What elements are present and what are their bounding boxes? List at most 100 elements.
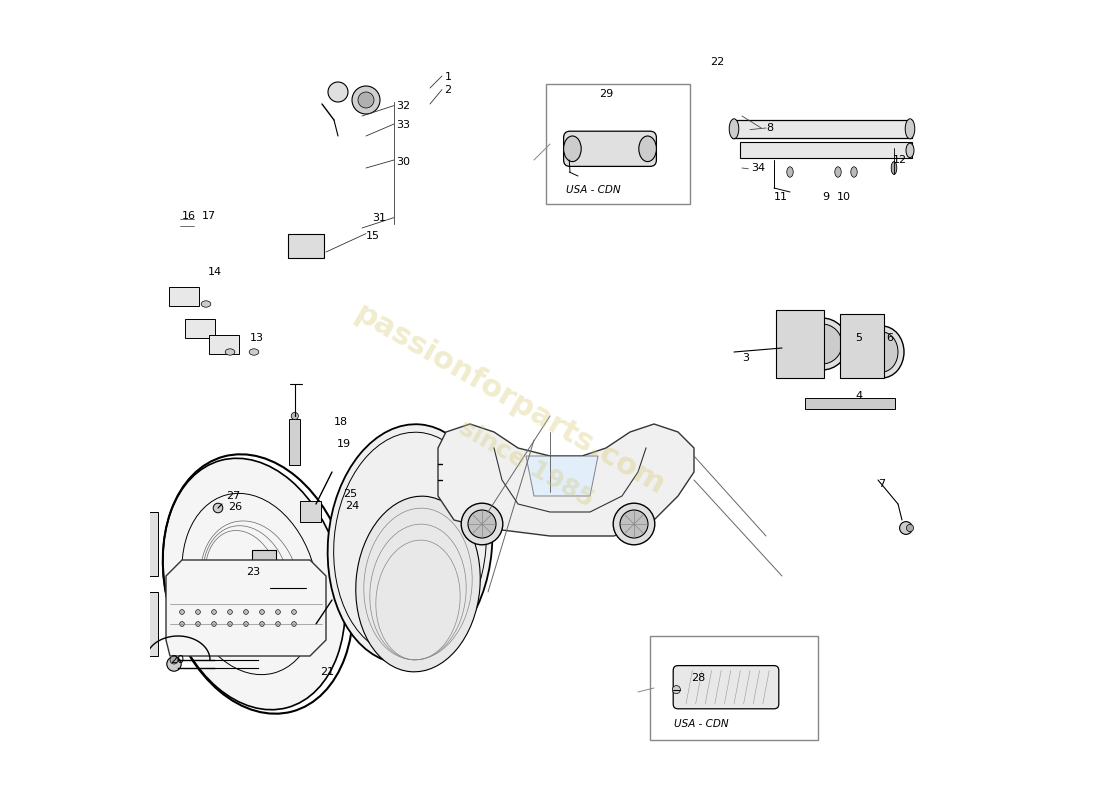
Ellipse shape <box>891 162 896 174</box>
Ellipse shape <box>461 503 503 545</box>
Ellipse shape <box>468 510 496 538</box>
Ellipse shape <box>196 622 200 626</box>
Ellipse shape <box>906 143 914 158</box>
Text: 20: 20 <box>170 655 184 665</box>
Text: 12: 12 <box>892 155 906 165</box>
Text: 1: 1 <box>444 72 451 82</box>
Text: 5: 5 <box>856 333 862 342</box>
FancyBboxPatch shape <box>650 636 818 740</box>
Text: 21: 21 <box>320 667 334 677</box>
FancyBboxPatch shape <box>733 120 912 138</box>
Polygon shape <box>438 424 694 536</box>
FancyBboxPatch shape <box>546 84 690 204</box>
FancyBboxPatch shape <box>289 419 300 465</box>
Ellipse shape <box>201 301 211 307</box>
FancyBboxPatch shape <box>209 335 239 354</box>
Text: 22: 22 <box>710 58 724 67</box>
Text: 33: 33 <box>396 120 410 130</box>
Ellipse shape <box>211 610 217 614</box>
Ellipse shape <box>639 136 657 162</box>
Ellipse shape <box>835 167 842 178</box>
Ellipse shape <box>276 622 280 626</box>
Ellipse shape <box>905 119 915 139</box>
Ellipse shape <box>906 525 914 532</box>
FancyBboxPatch shape <box>288 234 323 258</box>
Text: 2: 2 <box>444 86 451 95</box>
Text: 9: 9 <box>822 192 829 202</box>
FancyBboxPatch shape <box>840 314 883 378</box>
FancyBboxPatch shape <box>777 310 824 378</box>
Ellipse shape <box>163 458 345 710</box>
Ellipse shape <box>196 610 200 614</box>
Ellipse shape <box>900 522 912 534</box>
Ellipse shape <box>228 610 232 614</box>
Ellipse shape <box>860 326 904 378</box>
Polygon shape <box>134 592 158 656</box>
Ellipse shape <box>358 92 374 108</box>
Text: 14: 14 <box>208 267 222 277</box>
Ellipse shape <box>328 424 493 664</box>
Ellipse shape <box>167 657 182 671</box>
FancyBboxPatch shape <box>252 550 276 578</box>
Ellipse shape <box>352 86 379 114</box>
Ellipse shape <box>563 136 581 162</box>
Ellipse shape <box>213 503 223 513</box>
Text: 27: 27 <box>226 491 240 501</box>
Text: 32: 32 <box>396 101 410 110</box>
Ellipse shape <box>620 510 648 538</box>
Ellipse shape <box>170 656 178 664</box>
Text: 19: 19 <box>337 439 351 449</box>
Ellipse shape <box>292 622 296 626</box>
Text: 30: 30 <box>396 158 410 167</box>
Ellipse shape <box>179 610 185 614</box>
Ellipse shape <box>850 167 857 178</box>
Ellipse shape <box>292 610 296 614</box>
Text: 31: 31 <box>373 213 386 222</box>
Text: 11: 11 <box>774 192 788 202</box>
FancyBboxPatch shape <box>169 287 199 306</box>
Polygon shape <box>166 560 326 656</box>
Ellipse shape <box>226 349 234 355</box>
Ellipse shape <box>228 622 232 626</box>
Ellipse shape <box>802 324 842 364</box>
Ellipse shape <box>866 332 898 372</box>
Text: passionforparts.com: passionforparts.com <box>350 299 670 501</box>
Text: 18: 18 <box>334 417 348 426</box>
Ellipse shape <box>786 167 793 178</box>
Text: 8: 8 <box>766 123 773 133</box>
Ellipse shape <box>243 610 249 614</box>
Text: USA - CDN: USA - CDN <box>566 186 620 195</box>
Ellipse shape <box>250 349 258 355</box>
Ellipse shape <box>260 610 264 614</box>
Text: 10: 10 <box>836 192 850 202</box>
Ellipse shape <box>179 622 185 626</box>
Ellipse shape <box>243 622 249 626</box>
Text: 25: 25 <box>343 490 356 499</box>
FancyBboxPatch shape <box>185 319 214 338</box>
Ellipse shape <box>796 318 848 370</box>
Ellipse shape <box>211 622 217 626</box>
Text: 24: 24 <box>345 501 360 510</box>
FancyBboxPatch shape <box>228 582 285 634</box>
Ellipse shape <box>355 496 481 672</box>
Ellipse shape <box>672 686 681 694</box>
Text: 6: 6 <box>886 333 893 342</box>
Text: 28: 28 <box>691 674 705 683</box>
Text: 16: 16 <box>182 211 196 221</box>
Ellipse shape <box>260 622 264 626</box>
Text: 34: 34 <box>751 163 766 173</box>
FancyBboxPatch shape <box>740 142 912 158</box>
Text: since 1985: since 1985 <box>454 416 597 512</box>
Text: USA - CDN: USA - CDN <box>674 719 728 729</box>
Text: 15: 15 <box>366 231 379 241</box>
Text: 23: 23 <box>246 567 260 577</box>
Polygon shape <box>526 456 598 496</box>
Text: 3: 3 <box>742 353 749 362</box>
Text: 17: 17 <box>202 211 216 221</box>
Ellipse shape <box>292 413 298 419</box>
FancyBboxPatch shape <box>805 398 894 409</box>
Ellipse shape <box>613 503 654 545</box>
Ellipse shape <box>328 82 348 102</box>
Text: 29: 29 <box>600 90 614 99</box>
Ellipse shape <box>276 610 280 614</box>
